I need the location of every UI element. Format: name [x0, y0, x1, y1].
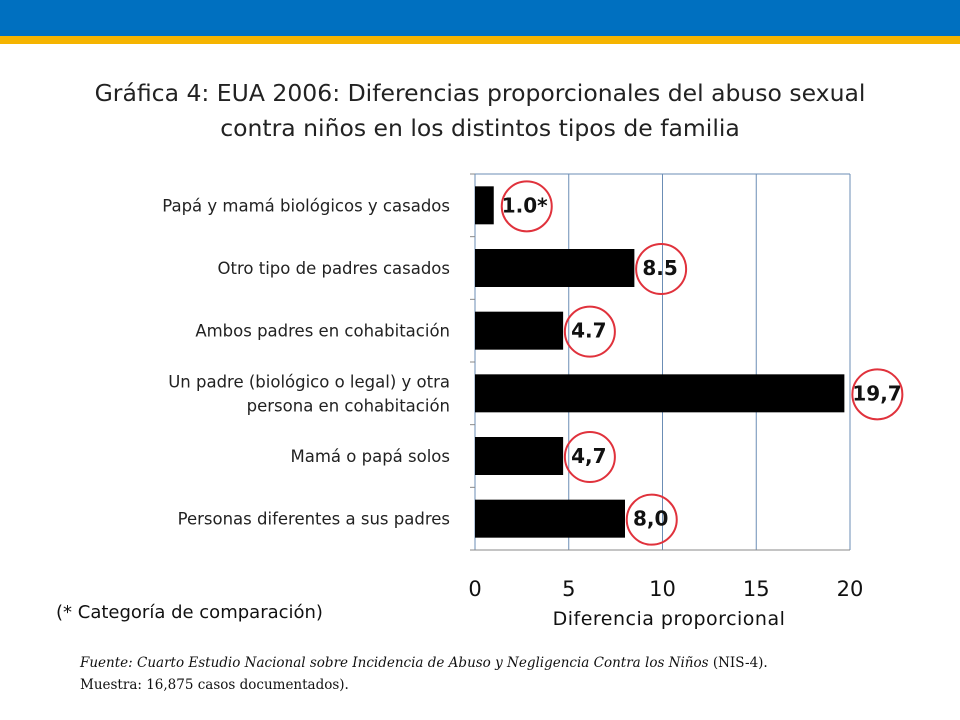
category-label-0: Papá y mamá biológicos y casados [162, 196, 450, 215]
category-label-3-line-0: Un padre (biológico o legal) y otra [168, 372, 450, 391]
highlight-circle-1 [635, 243, 688, 295]
bar-4 [475, 437, 564, 475]
x-tick-label-0: 0 [468, 577, 481, 601]
data-label-1: 8.5 [642, 256, 677, 280]
data-label-5: 8,0 [633, 507, 668, 531]
header-accent-stripe [0, 36, 960, 44]
highlight-circle-3 [851, 368, 904, 421]
bar-2 [475, 311, 564, 350]
x-axis-title: Diferencia proporcional [553, 608, 786, 630]
category-label-5: Personas diferentes a sus padres [178, 510, 450, 529]
highlight-circle-2 [563, 305, 616, 358]
source-sample: Muestra: 16,875 casos documentados). [80, 677, 349, 693]
bar-5 [475, 499, 625, 538]
category-label-3-line-1: persona en cohabitación [247, 396, 450, 415]
x-tick-label-4: 20 [837, 577, 864, 601]
data-label-0: 1.0* [502, 193, 548, 217]
comparison-note: (* Categoría de comparación) [56, 602, 323, 623]
chart-title-line-1: Gráfica 4: EUA 2006: Diferencias proporc… [94, 79, 866, 107]
x-tick-label-1: 5 [562, 577, 575, 601]
category-label-1: Otro tipo de padres casados [218, 259, 450, 278]
category-label-2: Ambos padres en cohabitación [195, 322, 450, 341]
highlight-circle-4 [563, 431, 616, 483]
chart-title-line-2: contra niños en los distintos tipos de f… [220, 114, 740, 142]
data-label-2: 4.7 [571, 319, 606, 343]
chart-title: Gráfica 4: EUA 2006: Diferencias proporc… [20, 76, 940, 146]
header-bar [0, 0, 960, 36]
source-citation: Fuente: Cuarto Estudio Nacional sobre In… [80, 655, 709, 671]
bar-1 [475, 249, 635, 287]
highlight-circle-0 [500, 180, 553, 233]
bar-chart: 0 5 10 15 20 Diferencia proporcional Papá y ma… [162, 173, 904, 630]
data-label-3: 19,7 [852, 381, 901, 405]
data-label-4: 4,7 [571, 444, 606, 468]
category-label-4: Mamá o papá solos [291, 447, 451, 466]
source-note: Fuente: Cuarto Estudio Nacional sobre In… [80, 652, 768, 696]
highlight-circle-5 [625, 493, 678, 546]
source-citation-suffix: (NIS-4). [708, 655, 768, 671]
x-tick-label-3: 15 [743, 577, 770, 601]
bar-3 [475, 374, 845, 413]
bar-0 [475, 186, 494, 225]
x-tick-label-2: 10 [649, 577, 676, 601]
